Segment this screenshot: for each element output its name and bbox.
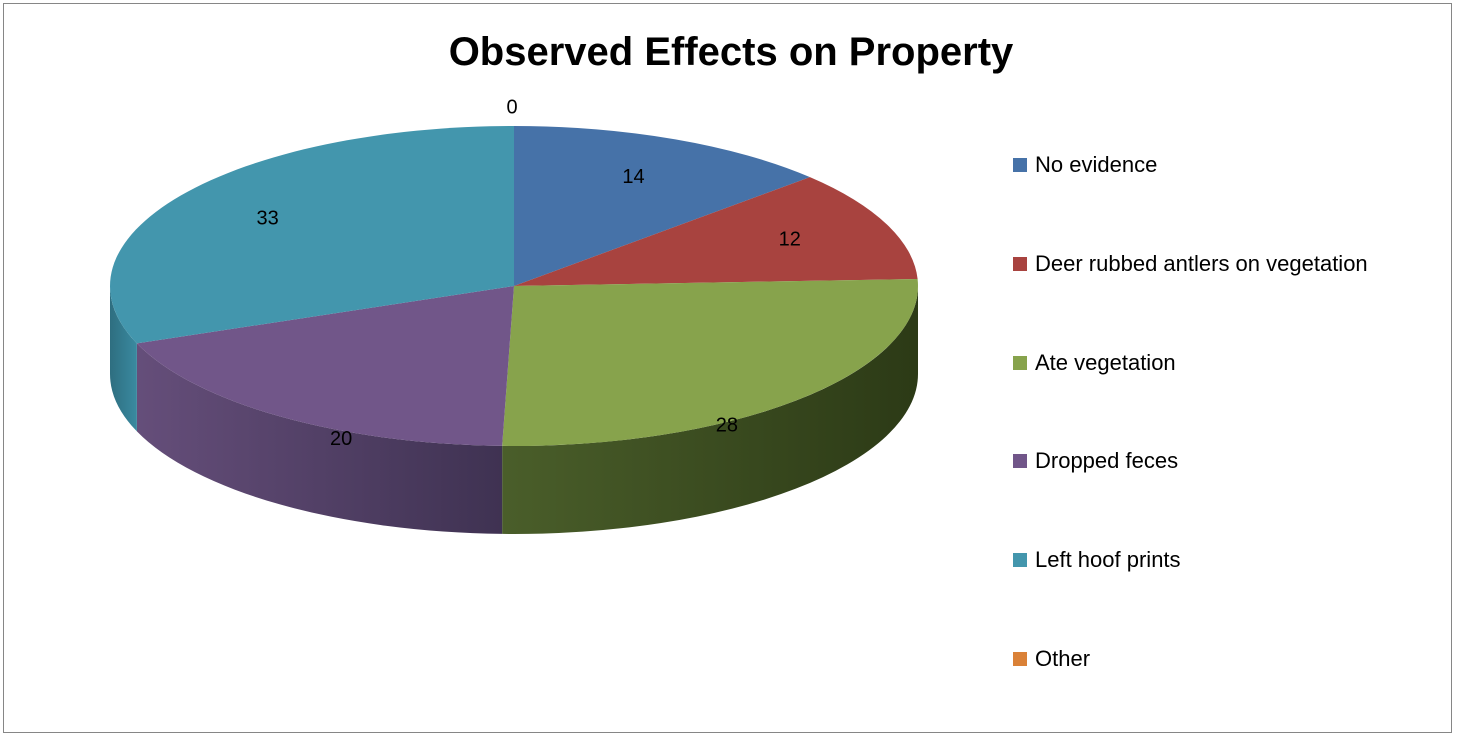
pie-slice-left-hoof-prints xyxy=(110,126,514,344)
pie-slice-deer-rubbed-antlers-on-vegetation xyxy=(514,177,918,286)
data-label-dropped-feces: 20 xyxy=(330,428,352,450)
data-label-left-hoof-prints: 33 xyxy=(256,207,278,229)
legend-item-other: Other xyxy=(1013,646,1090,672)
legend-item-dropped-feces: Dropped feces xyxy=(1013,448,1178,474)
legend-item-deer-rubbed-antlers-on-vegetation: Deer rubbed antlers on vegetation xyxy=(1013,251,1368,277)
pie-slice-ate-vegetation xyxy=(502,278,919,446)
legend-item-ate-vegetation: Ate vegetation xyxy=(1013,350,1176,376)
pie-side-dropped-feces xyxy=(136,343,503,534)
legend-label: Left hoof prints xyxy=(1035,547,1181,573)
data-label-ate-vegetation: 28 xyxy=(716,415,738,437)
legend-item-no-evidence: No evidence xyxy=(1013,152,1157,178)
legend-swatch xyxy=(1013,652,1027,666)
legend-swatch xyxy=(1013,158,1027,172)
pie-side-left-hoof-prints xyxy=(110,286,137,432)
pie-slice-dropped-feces xyxy=(136,286,514,446)
data-label-deer-rubbed-antlers-on-vegetation: 12 xyxy=(779,229,801,251)
legend-label: Dropped feces xyxy=(1035,448,1179,474)
legend-swatch xyxy=(1013,553,1027,568)
legend-label: Other xyxy=(1035,646,1091,671)
legend-item-left-hoof-prints: Left hoof prints xyxy=(1013,547,1181,573)
legend-swatch xyxy=(1013,355,1027,370)
chart-title: Observed Effects on Property xyxy=(448,30,1014,74)
legend-label: Ate vegetation xyxy=(1035,349,1176,375)
legend-swatch xyxy=(1013,256,1027,271)
legend-label: Deer rubbed antlers on vegetation xyxy=(1035,250,1368,276)
legend-label: No evidence xyxy=(1035,152,1158,177)
data-label-other: 0 xyxy=(506,96,517,118)
data-label-no-evidence: 14 xyxy=(622,166,644,188)
pie-slice-no-evidence xyxy=(514,126,810,286)
legend-swatch xyxy=(1013,454,1027,469)
pie-side-ate-vegetation xyxy=(502,286,918,534)
